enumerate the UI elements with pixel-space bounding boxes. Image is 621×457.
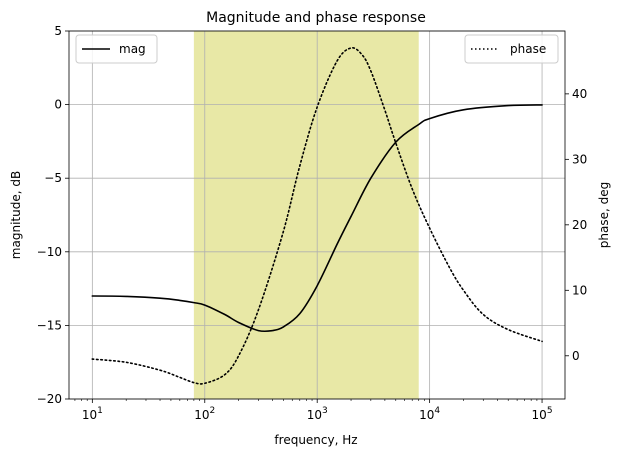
y-tick-label-2: −5 bbox=[44, 171, 62, 185]
y-tick-label-0: 5 bbox=[54, 24, 62, 38]
x-tick-label-2: 103 bbox=[307, 406, 328, 422]
y-tick-label-4: −15 bbox=[37, 318, 62, 332]
y2-axis-label: phase, deg bbox=[597, 182, 611, 248]
series-phase-line bbox=[91, 47, 543, 385]
y-tick-label-3: −10 bbox=[37, 245, 62, 259]
legend-phase: phase bbox=[464, 34, 559, 64]
y-tick-label-5: −20 bbox=[37, 392, 62, 406]
series-lines bbox=[91, 47, 543, 385]
legend-mag-label: mag bbox=[119, 42, 146, 56]
y2-tick-label-4: 40 bbox=[572, 87, 587, 101]
x-tick-label-3: 104 bbox=[419, 406, 440, 422]
y2-tick-label-1: 10 bbox=[572, 283, 587, 297]
x-tick-label-0: 101 bbox=[82, 406, 103, 422]
y2-tick-label-0: 0 bbox=[572, 349, 580, 363]
y2-tick-label-2: 20 bbox=[572, 218, 587, 232]
y-axis-ticks: 5 0 −5 −10 −15 −20 bbox=[37, 24, 69, 406]
y-axis-label: magnitude, dB bbox=[9, 171, 23, 259]
legend-phase-box bbox=[464, 34, 559, 64]
x-axis-ticks: 101 102 103 104 105 bbox=[74, 399, 553, 422]
legend-mag: mag bbox=[75, 34, 158, 64]
x-axis-label: frequency, Hz bbox=[274, 433, 357, 447]
y2-axis-ticks: 0 10 20 30 40 bbox=[565, 87, 587, 363]
legend-mag-box bbox=[75, 34, 158, 64]
shaded-band bbox=[193, 31, 419, 399]
chart-title: Magnitude and phase response bbox=[206, 10, 426, 26]
y-tick-label-1: 0 bbox=[54, 98, 62, 112]
x-tick-label-4: 105 bbox=[532, 406, 553, 422]
x-tick-label-1: 102 bbox=[194, 406, 215, 422]
y2-tick-label-3: 30 bbox=[572, 152, 587, 166]
series-mag-line bbox=[91, 104, 543, 333]
legend-phase-label: phase bbox=[510, 42, 546, 56]
